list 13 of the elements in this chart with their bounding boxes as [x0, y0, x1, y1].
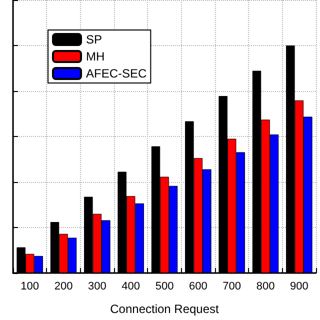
x-tick-label: 700: [222, 280, 242, 292]
x-tick-label: 600: [188, 280, 208, 292]
x-tick-label: 100: [20, 280, 40, 292]
x-axis-title: Connection Request: [110, 302, 220, 316]
x-tick-label: 200: [54, 280, 73, 292]
legend-label: MH: [86, 50, 105, 64]
x-tick-label: 300: [88, 280, 106, 292]
legend-label: SP: [86, 32, 102, 46]
x-tick-label: 400: [122, 280, 140, 292]
x-tick-label: 800: [256, 280, 275, 292]
x-tick-label: 900: [290, 280, 308, 292]
legend-label: AFEC-SEC: [86, 66, 148, 80]
x-tick-label: 500: [155, 280, 174, 292]
